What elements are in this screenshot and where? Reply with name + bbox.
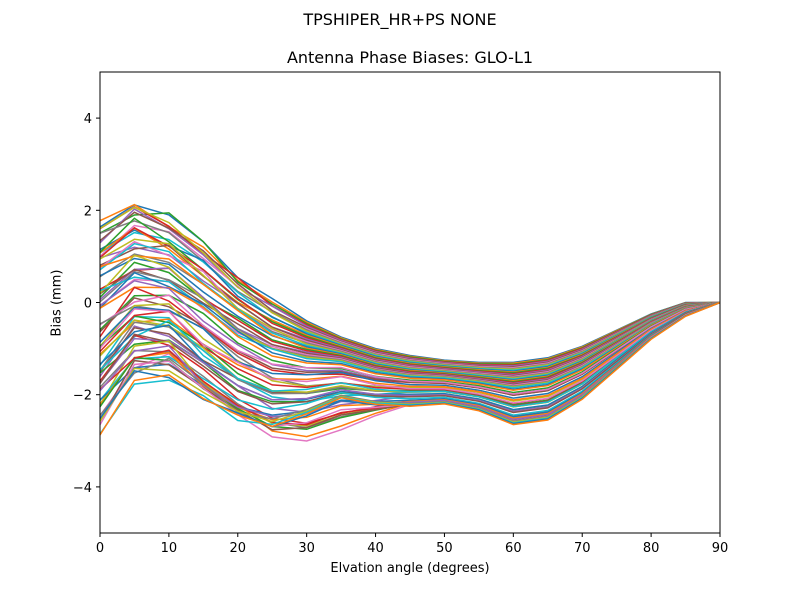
series-line [99, 301, 721, 436]
series-line [99, 301, 721, 414]
x-tick-label: 30 [298, 541, 315, 556]
x-tick-label: 80 [643, 541, 660, 556]
x-tick-label: 70 [574, 541, 591, 556]
series-line [99, 301, 721, 399]
axes: 0 10 20 30 40 50 60 70 80 90 −4 −2 0 2 4 [73, 71, 729, 556]
x-tick-label: 0 [96, 541, 104, 556]
y-tick-label: 4 [84, 112, 92, 127]
y-tick-label: −4 [73, 481, 92, 496]
x-tick-label: 50 [436, 541, 453, 556]
x-axis-label: Elvation angle (degrees) [330, 561, 490, 576]
figure-suptitle: TPSHIPER_HR+PS NONE [303, 10, 497, 29]
series-line [99, 301, 721, 416]
x-tick-label: 60 [505, 541, 522, 556]
series-line [99, 301, 721, 408]
y-tick-label: 2 [84, 204, 92, 219]
series-line [99, 294, 721, 395]
series-lines [99, 203, 721, 442]
series-line [99, 294, 721, 394]
x-tick-label: 40 [367, 541, 384, 556]
y-tick-label: −2 [73, 389, 92, 404]
series-line [99, 286, 721, 392]
x-tick-label: 20 [230, 541, 247, 556]
y-tick-label: 0 [84, 297, 92, 312]
x-tick-label: 90 [712, 541, 729, 556]
axes-frame [99, 71, 721, 534]
chart-title: Antenna Phase Biases: GLO-L1 [286, 48, 534, 67]
x-tick-label: 10 [161, 541, 178, 556]
series-line [99, 301, 721, 404]
